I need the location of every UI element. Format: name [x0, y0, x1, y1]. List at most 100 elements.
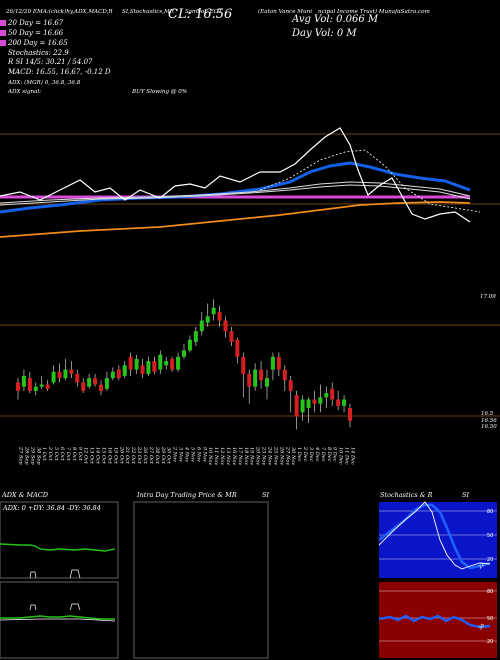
date-tick-label: 28 Sep [23, 446, 29, 465]
candle-body [229, 331, 234, 342]
stoch-si: SI [462, 491, 469, 499]
date-tick-label: 2 Dec [302, 446, 308, 462]
candle-body [57, 371, 62, 379]
ema50-label: 50 Day = 16.66 [8, 29, 64, 37]
date-tick-label: 29 Oct [160, 446, 166, 465]
candle-body [21, 376, 26, 387]
candle-body [164, 361, 169, 366]
candle-body [330, 388, 335, 400]
macd-signal-line [0, 618, 116, 622]
date-tick-label: 21 Oct [124, 446, 130, 465]
adx-signal-label: ADX signal: [7, 89, 41, 95]
stochastics-label: Stochastics: 22.9 [8, 49, 69, 57]
candle-body [253, 369, 258, 387]
intraday-box [133, 501, 269, 659]
date-tick-label: 11 Dec [344, 447, 350, 465]
candle-body [300, 399, 305, 413]
date-tick-label: 19 Nov [249, 447, 255, 465]
candle-body [110, 371, 115, 379]
candle-body [87, 378, 92, 387]
candle-body [16, 382, 20, 391]
stoch-tick-80: 80 [487, 509, 493, 515]
intraday-panel: Intra Day Trading Price & MR SI [133, 491, 269, 659]
candle-body [348, 408, 352, 421]
date-tick-label: 2 Nov [172, 446, 178, 462]
candle-body [51, 371, 56, 383]
date-tick-label: 14 Oct [95, 447, 101, 465]
date-tick-label: 11 Nov [213, 447, 219, 465]
adx-line [0, 543, 116, 552]
date-tick-label: 23 Nov [261, 446, 267, 465]
ema20-line [0, 161, 471, 214]
adx-panel: ADX & MACD ADX: 0 +DY: 36.84 -DY: 36.84 [0, 491, 119, 659]
candle-body [288, 380, 293, 391]
candle-body [152, 361, 157, 372]
candle-body [247, 373, 252, 387]
adx-values: ADX: 0 +DY: 36.84 -DY: 36.84 [2, 504, 101, 512]
date-tick-label: 4 Dec [314, 446, 320, 462]
date-tick-label: 14 Dec [350, 447, 356, 465]
macd-line [0, 615, 115, 620]
candle-body [146, 361, 151, 374]
date-tick-label: 8 Dec [326, 447, 332, 462]
candle-body [45, 384, 50, 389]
date-tick-label: 13 Nov [225, 447, 231, 465]
candle-body [306, 399, 311, 408]
candle-body [176, 356, 181, 370]
ema200-line [0, 201, 471, 238]
date-tick-label: 18 Nov [243, 447, 249, 465]
candle-body [270, 356, 275, 370]
candle-body [336, 399, 341, 406]
date-tick-label: 7 Dec [320, 447, 326, 462]
candle-body [116, 369, 121, 379]
date-tick-label: 30 Oct [166, 447, 172, 465]
date-tick-label: 26 Nov [278, 446, 284, 465]
price-label-1: 16.5 [481, 411, 494, 417]
candles-group [16, 299, 352, 430]
candle-body [122, 365, 127, 376]
header-line1c: (Eaton Vance Muni [258, 8, 312, 15]
date-tick-label: 10 Dec [338, 447, 344, 465]
date-tick-label: 24 Nov [267, 446, 273, 465]
date-tick-label: 8 Oct [71, 447, 77, 462]
date-tick-label: 27 Sep [18, 446, 24, 465]
symbol-label: Symbol: EOT [185, 9, 223, 15]
stoch-tick-50: 50 [487, 533, 493, 539]
avg-volume: Avg Vol: 0.066 M [291, 14, 379, 25]
date-tick-label: 15 Oct [101, 447, 107, 465]
candle-body [259, 369, 264, 381]
header-line1a: 26/12/20 EMA:(click)hy,ADX,MACD,R [5, 8, 113, 15]
candle-body [187, 339, 192, 351]
candle-body [223, 320, 228, 332]
candle-body [33, 386, 38, 391]
rsi-tick-50: 50 [487, 616, 493, 622]
adx-panel-title: ADX & MACD [1, 491, 49, 499]
candle-body [217, 312, 222, 321]
adx-box [0, 501, 119, 579]
date-tick-label: 25 Nov [272, 446, 278, 465]
candle-body [140, 365, 145, 374]
price-label-3: 16.50 [481, 424, 497, 430]
header-line1d: ncipal Income Trust) MunafaSutra.com [318, 8, 430, 15]
candle-body [241, 356, 246, 374]
rsi-tick-20: 20 [487, 639, 493, 645]
date-tick-label: 29 Sep [29, 446, 35, 465]
candle-body [158, 354, 163, 370]
ema50-line [0, 181, 471, 204]
date-tick-label: 1 Dec [296, 447, 302, 462]
candle-body [276, 356, 281, 370]
date-axis: 27 Sep 28 Sep 29 Sep 30 Sep 1 Oct 2 Oct 5 Oct 6… [18, 446, 356, 465]
date-tick-label: 3 Nov [178, 447, 184, 462]
ema20-label: 20 Day = 16.67 [7, 19, 64, 27]
day-volume: Day Vol: 0 M [291, 28, 357, 39]
price-label-2: 16.56 [481, 418, 497, 424]
candle-body [104, 378, 109, 389]
date-tick-label: 20 Oct [118, 446, 124, 465]
date-tick-label: 12 Oct [83, 447, 89, 465]
date-tick-label: 5 Nov [189, 447, 195, 462]
date-tick-label: 16 Nov [231, 447, 237, 465]
candle-body [312, 399, 317, 404]
close-price: CL: 16.56 [168, 7, 232, 22]
ema50-swatch [0, 30, 6, 36]
candle-body [205, 316, 210, 323]
